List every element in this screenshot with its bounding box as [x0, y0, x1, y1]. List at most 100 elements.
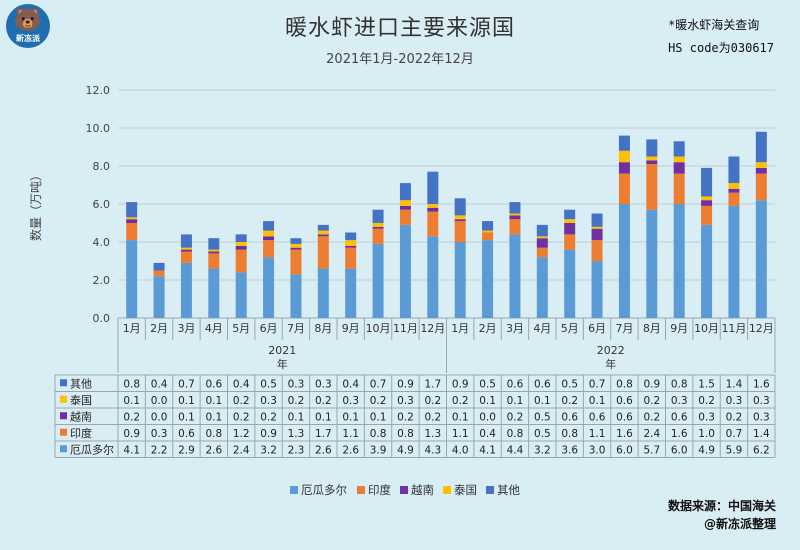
month-label: 7月: [615, 322, 633, 335]
table-cell: 0.6: [507, 378, 524, 390]
table-cell: 0.5: [260, 378, 277, 390]
bar-segment-其他: [208, 238, 220, 250]
table-series-name: 越南: [70, 409, 92, 423]
table-cell: 0.2: [233, 411, 250, 423]
bar-segment-泰国: [701, 196, 713, 201]
bar-segment-其他: [673, 141, 685, 157]
bar-segment-泰国: [564, 219, 576, 223]
bar-segment-越南: [536, 238, 548, 248]
bar-segment-印度: [235, 249, 247, 273]
bar-segment-其他: [755, 131, 767, 163]
bar-segment-厄瓜多尔: [235, 272, 247, 318]
bar-segment-其他: [564, 209, 576, 220]
bar-segment-厄瓜多尔: [728, 205, 740, 318]
legend-swatch: [290, 486, 298, 494]
table-cell: 0.0: [479, 411, 496, 423]
month-label: 8月: [314, 322, 332, 335]
source-line: 数据来源：中国海关: [667, 499, 776, 513]
table-cell: 1.2: [233, 428, 250, 440]
bar-segment-其他: [646, 139, 658, 157]
bar-segment-厄瓜多尔: [618, 204, 630, 318]
bar-segment-印度: [482, 232, 494, 241]
bar-segment-越南: [345, 245, 357, 248]
bar-segment-印度: [728, 192, 740, 206]
table-legend-swatch: [60, 379, 67, 387]
bar-segment-印度: [509, 219, 521, 235]
bar-segment-其他: [126, 202, 138, 218]
table-cell: 2.6: [342, 444, 359, 456]
table-cell: 0.5: [534, 411, 551, 423]
bar-segment-泰国: [208, 249, 220, 252]
table-cell: 0.6: [205, 378, 222, 390]
bar-segment-印度: [564, 234, 576, 250]
table-cell: 0.1: [370, 411, 387, 423]
table-cell: 0.1: [507, 395, 524, 407]
table-cell: 0.1: [205, 411, 222, 423]
table-cell: 4.1: [479, 444, 496, 456]
bar-segment-其他: [482, 221, 494, 231]
table-cell: 0.7: [178, 378, 195, 390]
month-label: 1月: [451, 322, 469, 335]
table-cell: 0.9: [643, 378, 660, 390]
table-cell: 0.1: [178, 395, 195, 407]
table-cell: 0.3: [342, 395, 359, 407]
bar-segment-泰国: [591, 226, 603, 229]
table-cell: 4.1: [123, 444, 140, 456]
bar-segment-越南: [673, 162, 685, 174]
table-legend-swatch: [60, 395, 67, 403]
table-cell: 0.2: [507, 411, 524, 423]
table-cell: 6.0: [616, 444, 633, 456]
bar-segment-越南: [399, 205, 411, 210]
table-cell: 0.2: [315, 395, 332, 407]
bar-segment-泰国: [180, 247, 192, 250]
month-label: 9月: [342, 322, 360, 335]
bar-segment-厄瓜多尔: [591, 261, 603, 318]
bar-segment-其他: [317, 224, 329, 231]
table-cell: 4.0: [452, 444, 469, 456]
bar-segment-越南: [427, 207, 439, 212]
brand-logo: 🐻 新冻派: [6, 4, 50, 48]
bar-segment-印度: [701, 205, 713, 225]
bar-segment-其他: [591, 213, 603, 227]
bar-segment-越南: [180, 249, 192, 252]
bar-segment-其他: [427, 171, 439, 204]
table-cell: 0.9: [397, 378, 414, 390]
table-cell: 0.2: [424, 411, 441, 423]
table-cell: 0.8: [205, 428, 222, 440]
bar-segment-越南: [728, 188, 740, 193]
table-cell: 0.2: [452, 395, 469, 407]
y-axis-label: 数量（万吨）: [28, 169, 43, 241]
legend-label: 越南: [411, 483, 434, 497]
bar-segment-印度: [454, 221, 466, 242]
table-cell: 0.4: [479, 428, 496, 440]
table-cell: 0.4: [151, 378, 168, 390]
table-cell: 1.3: [288, 428, 305, 440]
table-cell: 1.6: [753, 378, 770, 390]
table-cell: 0.3: [753, 411, 770, 423]
bar-segment-印度: [673, 173, 685, 204]
table-cell: 4.9: [397, 444, 414, 456]
bar-segment-其他: [399, 183, 411, 201]
table-cell: 1.5: [698, 378, 715, 390]
bar-segment-厄瓜多尔: [646, 209, 658, 318]
bar-segment-厄瓜多尔: [482, 240, 494, 318]
chart-title: 暖水虾进口主要来源国: [284, 16, 515, 41]
year-suffix: 年: [605, 357, 616, 371]
table-cell: 0.4: [233, 378, 250, 390]
month-label: 12月: [420, 322, 445, 335]
table-cell: 0.1: [479, 395, 496, 407]
table-cell: 0.7: [726, 428, 743, 440]
month-label: 9月: [670, 322, 688, 335]
bar-segment-泰国: [427, 204, 439, 208]
month-label: 3月: [177, 322, 195, 335]
bar-segment-厄瓜多尔: [673, 204, 685, 318]
table-cell: 0.8: [507, 428, 524, 440]
table-cell: 0.1: [589, 395, 606, 407]
bar-segment-泰国: [482, 230, 494, 233]
table-cell: 0.6: [616, 395, 633, 407]
bar-segment-印度: [646, 164, 658, 210]
hs-code-note: *暖水虾海关查询 HS code为030617: [668, 14, 774, 60]
table-cell: 5.7: [643, 444, 660, 456]
table-cell: 0.1: [342, 411, 359, 423]
bar-segment-印度: [153, 270, 165, 277]
